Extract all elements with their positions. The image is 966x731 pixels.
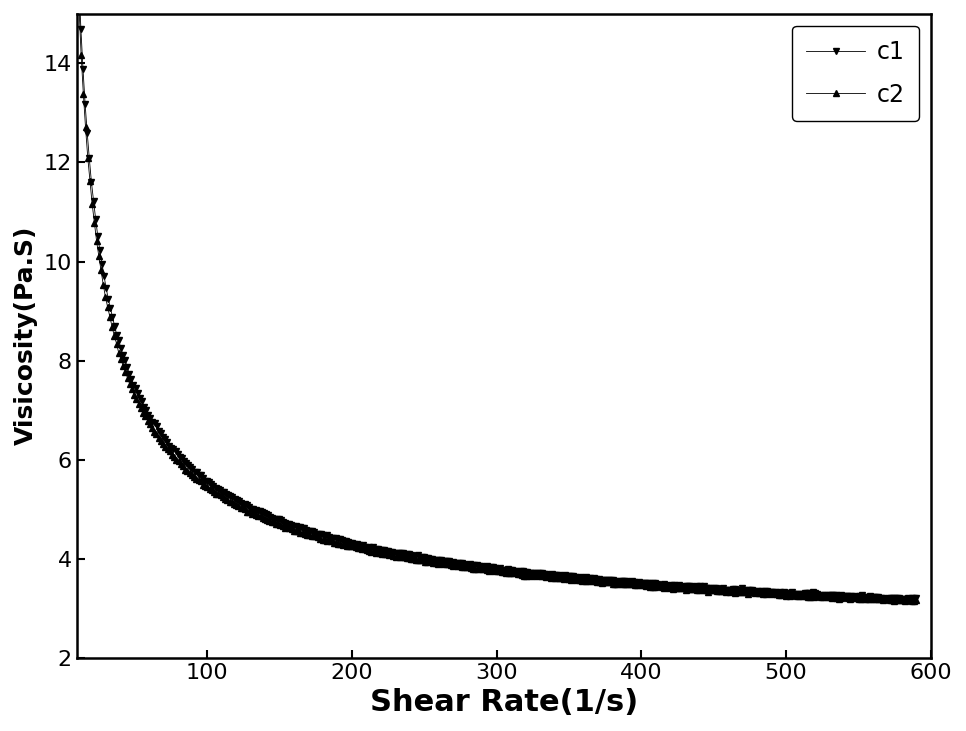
c2 [713, 587, 724, 596]
X-axis label: Shear Rate(1/s): Shear Rate(1/s) [370, 688, 638, 717]
Y-axis label: Visicosity(Pa.S): Visicosity(Pa.S) [14, 226, 38, 445]
c1 [900, 595, 912, 604]
c1 [677, 583, 689, 591]
c1 [172, 450, 184, 458]
c2 [445, 560, 457, 569]
c1 [404, 550, 415, 558]
c2 [569, 575, 581, 583]
c1 [911, 594, 923, 602]
Line: c2: c2 [74, 0, 919, 604]
Legend: c1, c2: c1, c2 [792, 26, 919, 121]
c2 [899, 596, 911, 605]
c1 [599, 575, 611, 584]
c1 [681, 582, 693, 591]
c1 [345, 538, 356, 547]
Line: c1: c1 [74, 0, 919, 602]
c2 [694, 586, 705, 594]
c2 [221, 496, 233, 504]
c2 [911, 596, 923, 605]
c2 [534, 571, 546, 580]
